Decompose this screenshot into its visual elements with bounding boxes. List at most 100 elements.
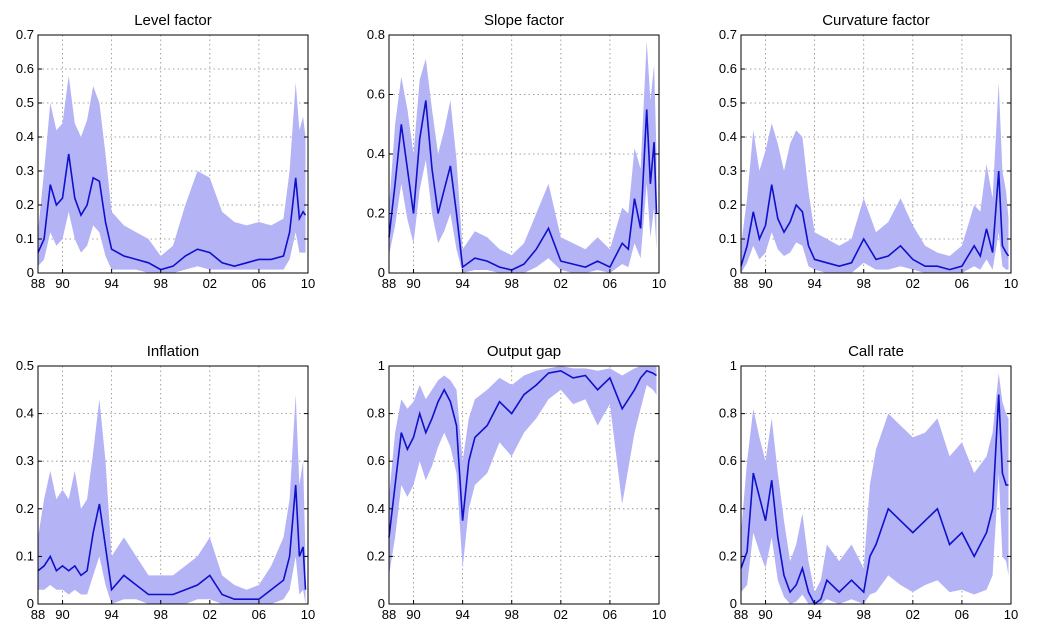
chart-panel: Slope factor 0 0.2 0.4 0.6 0.8 88 90 94 98 02 06 10: [367, 12, 666, 291]
axis-box: [37, 365, 309, 605]
x-tick-label: 06: [252, 607, 266, 622]
x-tick-label: 06: [252, 276, 266, 291]
x-tick-label: 02: [554, 276, 568, 291]
y-tick-label: 0.7: [719, 27, 737, 42]
y-tick-label: 0.2: [719, 197, 737, 212]
x-tick-label: 02: [906, 276, 920, 291]
panel-title: Slope factor: [484, 12, 564, 29]
y-tick-label: 0.8: [719, 406, 737, 421]
y-tick-label: 0.3: [16, 453, 34, 468]
x-tick-label: 10: [1004, 276, 1018, 291]
x-tick-label: 10: [652, 607, 666, 622]
confidence-band: [389, 366, 657, 576]
y-tick-label: 1: [730, 358, 737, 373]
y-tick-label: 0.4: [719, 129, 737, 144]
y-tick-label: 0.6: [719, 61, 737, 76]
x-tick-label: 88: [734, 607, 748, 622]
y-tick-label: 0.2: [367, 206, 385, 221]
panel-title: Call rate: [848, 343, 904, 360]
axis-box: [388, 365, 660, 605]
y-tick-label: 0: [27, 265, 34, 280]
y-tick-label: 0.6: [719, 453, 737, 468]
median-line: [740, 394, 1009, 606]
y-tick-label: 0.4: [719, 501, 737, 516]
panel-title: Level factor: [134, 12, 212, 29]
x-tick-label: 10: [652, 276, 666, 291]
chart-panel: Curvature factor 0 0.1 0.2 0.3 0.4 0.5 0.6 0.7 88…: [719, 12, 1018, 291]
x-tick-label: 94: [807, 607, 821, 622]
confidence-band: [741, 373, 1009, 604]
chart-panel: Inflation 0 0.1 0.2 0.3 0.4 0.5 88 90 94 98 02 06 10: [16, 343, 315, 622]
axis-box: [740, 365, 1012, 605]
confidence-band: [38, 75, 306, 273]
panel-title: Output gap: [487, 343, 561, 360]
y-tick-label: 0.5: [16, 358, 34, 373]
y-tick-label: 0.8: [367, 406, 385, 421]
x-tick-label: 98: [856, 607, 870, 622]
median-line: [37, 484, 307, 600]
y-tick-label: 0.4: [367, 146, 385, 161]
x-tick-label: 98: [504, 607, 518, 622]
median-line: [740, 170, 1010, 271]
x-tick-label: 94: [455, 607, 469, 622]
x-tick-label: 10: [301, 276, 315, 291]
confidence-band: [389, 41, 657, 273]
y-tick-label: 0.8: [367, 27, 385, 42]
y-tick-label: 0: [27, 596, 34, 611]
confidence-band: [741, 82, 1009, 273]
y-tick-label: 0: [378, 596, 385, 611]
x-tick-label: 88: [734, 276, 748, 291]
x-tick-label: 06: [955, 276, 969, 291]
x-tick-label: 10: [1004, 607, 1018, 622]
x-tick-label: 98: [153, 607, 167, 622]
y-tick-label: 0.2: [16, 197, 34, 212]
x-tick-label: 90: [758, 276, 772, 291]
y-tick-label: 0.1: [16, 231, 34, 246]
x-tick-label: 90: [55, 607, 69, 622]
x-tick-label: 94: [455, 276, 469, 291]
chart-panel: Level factor 0 0.1 0.2 0.3 0.4 0.5 0.6 0.7 88 90 94…: [16, 12, 315, 291]
panel-title: Inflation: [147, 343, 200, 360]
chart-panel: Output gap 0 0.2 0.4 0.6 0.8 1 88 90 94 98 02 06 10: [367, 343, 666, 622]
x-tick-label: 02: [203, 607, 217, 622]
y-tick-label: 0.1: [719, 231, 737, 246]
x-tick-label: 06: [603, 607, 617, 622]
x-tick-label: 88: [382, 276, 396, 291]
y-tick-label: 0.4: [16, 406, 34, 421]
y-tick-label: 0: [730, 596, 737, 611]
y-tick-label: 0.4: [367, 501, 385, 516]
x-tick-label: 94: [104, 607, 118, 622]
x-tick-label: 88: [31, 607, 45, 622]
y-tick-label: 0.5: [719, 95, 737, 110]
y-tick-label: 0.1: [16, 548, 34, 563]
y-tick-label: 1: [378, 358, 385, 373]
axis-box: [740, 34, 1012, 274]
median-line: [388, 369, 657, 538]
y-tick-label: 0.6: [367, 87, 385, 102]
x-tick-label: 98: [504, 276, 518, 291]
x-tick-label: 90: [406, 276, 420, 291]
x-tick-label: 94: [104, 276, 118, 291]
y-tick-label: 0.7: [16, 27, 34, 42]
y-tick-label: 0.2: [367, 548, 385, 563]
y-tick-label: 0.4: [16, 129, 34, 144]
x-tick-label: 88: [382, 607, 396, 622]
x-tick-label: 06: [955, 607, 969, 622]
y-tick-label: 0.5: [16, 95, 34, 110]
x-tick-label: 98: [856, 276, 870, 291]
x-tick-label: 94: [807, 276, 821, 291]
y-tick-label: 0.6: [367, 453, 385, 468]
y-tick-label: 0.3: [16, 163, 34, 178]
y-tick-label: 0: [730, 265, 737, 280]
x-tick-label: 88: [31, 276, 45, 291]
y-tick-label: 0.2: [719, 548, 737, 563]
confidence-band: [38, 394, 306, 604]
axis-box: [37, 34, 309, 274]
median-line: [37, 153, 307, 271]
x-tick-label: 06: [603, 276, 617, 291]
x-tick-label: 02: [906, 607, 920, 622]
panel-title: Curvature factor: [822, 12, 930, 29]
x-tick-label: 90: [406, 607, 420, 622]
chart-panel: Call rate 0 0.2 0.4 0.6 0.8 1 88 90 94 98 02 06 10: [719, 343, 1018, 622]
